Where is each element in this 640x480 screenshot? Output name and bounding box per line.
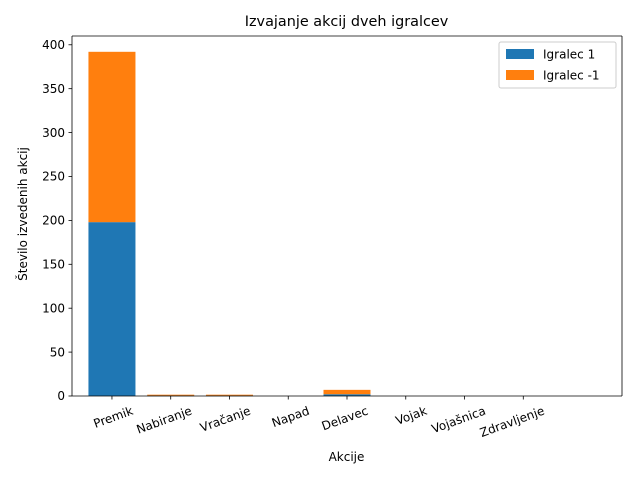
y-tick-label: 350 — [42, 82, 65, 96]
bar-delavec-series-1 — [323, 394, 371, 396]
y-tick-label: 200 — [42, 214, 65, 228]
legend-label-series-2: Igralec -1 — [543, 69, 600, 83]
bar-vračanje-series-2 — [205, 394, 253, 396]
y-tick-label: 250 — [42, 170, 65, 184]
bar-premik-series-1 — [88, 222, 136, 396]
legend: Igralec 1 Igralec -1 — [498, 41, 617, 89]
y-tick-label: 150 — [42, 257, 65, 271]
legend-swatch-series-2 — [506, 70, 534, 80]
y-tick-label: 400 — [42, 38, 65, 52]
chart-title: Izvajanje akcij dveh igralcev — [245, 14, 449, 30]
x-axis-label: Akcije — [329, 450, 365, 464]
bar-premik-series-2 — [88, 51, 136, 223]
y-tick-label: 100 — [42, 301, 65, 315]
y-tick-label: 300 — [42, 126, 65, 140]
bar-nabiranje-series-2 — [147, 394, 195, 396]
y-axis-label: Število izvedenih akcij — [15, 147, 30, 281]
bar-delavec-series-2 — [323, 389, 371, 395]
legend-label-series-1: Igralec 1 — [543, 48, 595, 62]
legend-swatch-series-1 — [506, 49, 534, 59]
y-tick-label: 0 — [57, 389, 65, 403]
y-tick-label: 50 — [50, 345, 65, 359]
